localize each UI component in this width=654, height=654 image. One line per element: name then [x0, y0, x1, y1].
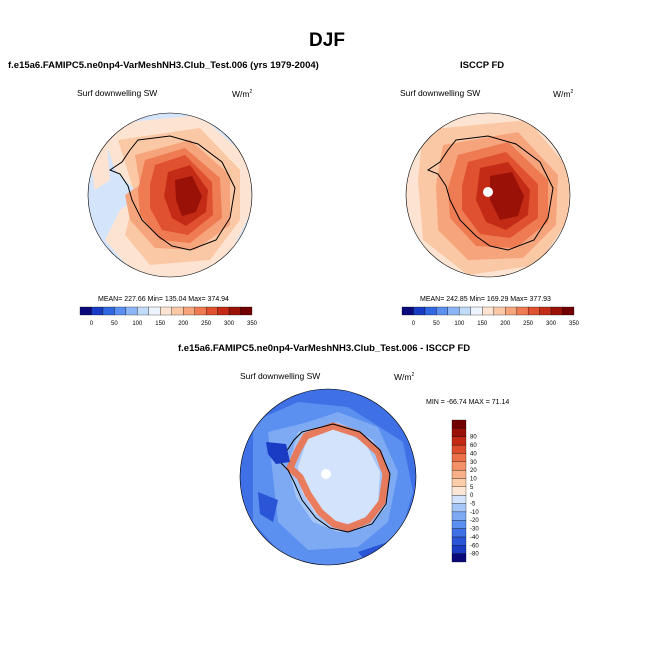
colorbar-box	[240, 306, 253, 316]
panel1-polar-map	[87, 112, 253, 278]
colorbar-box	[102, 306, 115, 316]
panel2-colorbar: 0 50 100 150 200 250 300 350	[401, 306, 580, 327]
colorbar-tick-label: 250	[523, 321, 534, 327]
colorbar-box	[451, 511, 467, 521]
colorbar-box	[451, 469, 467, 479]
colorbar-box	[228, 306, 241, 316]
colorbar-box	[125, 306, 138, 316]
colorbar-box	[451, 461, 467, 471]
colorbar-box	[148, 306, 161, 316]
colorbar-box	[516, 306, 529, 316]
colorbar-box	[451, 486, 467, 496]
panel2-units: W/m2	[553, 89, 574, 99]
panel1-title: f.e15a6.FAMIPC5.ne0np4-VarMeshNH3.Club_T…	[8, 60, 319, 71]
colorbar-tick-label: 150	[155, 321, 166, 327]
colorbar-box	[451, 419, 467, 429]
colorbar-tick-label: 0	[412, 321, 416, 327]
colorbar-box	[447, 306, 460, 316]
colorbar-box	[459, 306, 471, 316]
colorbar-tick-label: 60	[470, 443, 477, 449]
colorbar-box	[451, 453, 467, 462]
colorbar-box	[79, 306, 92, 316]
panel1-field-label: Surf downwelling SW	[77, 88, 158, 98]
colorbar-box	[451, 553, 467, 563]
colorbar-box	[451, 428, 467, 437]
colorbar-box	[205, 306, 218, 316]
colorbar-tick-label: 150	[477, 321, 488, 327]
colorbar-box	[539, 306, 552, 316]
main-title: DJF	[309, 30, 345, 51]
colorbar-tick-label: 30	[470, 460, 477, 466]
panel2-field-label: Surf downwelling SW	[400, 88, 481, 98]
colorbar-box	[493, 306, 506, 316]
colorbar-tick-label: 50	[111, 321, 118, 327]
colorbar-tick-label: 20	[470, 468, 477, 474]
colorbar-tick-label: 10	[470, 476, 477, 482]
colorbar-box	[451, 536, 467, 546]
colorbar-box	[482, 306, 494, 316]
panel1-units: W/m2	[232, 89, 253, 99]
colorbar-box	[451, 503, 467, 513]
colorbar-box	[451, 545, 467, 554]
colorbar-box	[451, 528, 467, 538]
colorbar-tick-label: 50	[433, 321, 440, 327]
colorbar-tick-label: 350	[569, 321, 580, 327]
colorbar-box	[424, 306, 437, 316]
panel3-polar-map	[239, 388, 417, 566]
colorbar-box	[451, 478, 467, 487]
colorbar-box	[217, 306, 230, 316]
colorbar-box	[470, 306, 483, 316]
colorbar-tick-label: 200	[178, 321, 189, 327]
colorbar-box	[114, 306, 127, 316]
colorbar-tick-label: -40	[470, 535, 479, 541]
colorbar-box	[562, 306, 575, 316]
panel1-colorbar: 0 50 100 150 200 250 300 350	[79, 306, 258, 327]
colorbar-box	[401, 306, 414, 316]
colorbar-box	[436, 306, 449, 316]
panel2-title: ISCCP FD	[460, 60, 505, 71]
colorbar-tick-label: -60	[470, 543, 479, 549]
colorbar-tick-label: -80	[470, 552, 479, 558]
panel3-field-label: Surf downwelling SW	[240, 371, 321, 381]
colorbar-box	[451, 495, 467, 504]
panel3-units: W/m2	[394, 372, 415, 382]
colorbar-tick-label: 100	[454, 321, 465, 327]
panel3-title: f.e15a6.FAMIPC5.ne0np4-VarMeshNH3.Club_T…	[178, 343, 471, 354]
colorbar-box	[183, 306, 195, 316]
colorbar-tick-label: -10	[470, 510, 479, 516]
colorbar-tick-label: -5	[470, 502, 476, 508]
colorbar-box	[527, 306, 540, 316]
colorbar-tick-label: 0	[90, 321, 94, 327]
colorbar-box	[137, 306, 149, 316]
colorbar-tick-label: 80	[470, 435, 477, 441]
colorbar-tick-label: -30	[470, 527, 479, 533]
colorbar-tick-label: 0	[470, 493, 474, 499]
colorbar-box	[505, 306, 517, 316]
colorbar-tick-label: 300	[546, 321, 557, 327]
panel3-colorbar: -80 -60 -40 -30 -20 -10 -5 0 5 10 20 30 40 60 80	[451, 419, 479, 563]
colorbar-tick-label: 350	[247, 321, 258, 327]
panel3-stats: MIN = -66.74 MAX = 71.14	[426, 399, 510, 406]
panel1-stats: MEAN= 227.66 Min= 135.04 Max= 374.94	[98, 296, 229, 303]
colorbar-box	[413, 306, 426, 316]
colorbar-box	[160, 306, 172, 316]
colorbar-tick-label: 5	[470, 485, 474, 491]
colorbar-box	[550, 306, 563, 316]
colorbar-box	[171, 306, 184, 316]
colorbar-tick-label: 100	[132, 321, 143, 327]
colorbar-box	[451, 436, 467, 446]
colorbar-tick-label: 200	[500, 321, 511, 327]
colorbar-box	[91, 306, 104, 316]
colorbar-box	[194, 306, 207, 316]
panel2-stats: MEAN= 242.85 Min= 169.29 Max= 377.93	[420, 296, 551, 303]
colorbar-box	[451, 444, 467, 454]
colorbar-box	[451, 520, 467, 529]
colorbar-tick-label: 300	[224, 321, 235, 327]
colorbar-tick-label: -20	[470, 518, 479, 524]
panel2-polar-map	[405, 112, 571, 278]
colorbar-tick-label: 40	[470, 451, 477, 457]
colorbar-tick-label: 250	[201, 321, 212, 327]
